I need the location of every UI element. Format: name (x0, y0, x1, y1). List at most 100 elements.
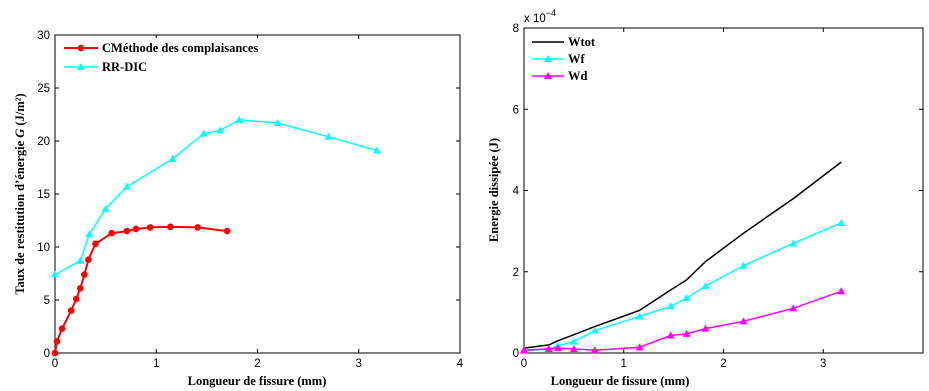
right-y-tick-label: 6 (513, 104, 519, 116)
left-series-1-point (67, 307, 75, 314)
left-series-2-point (324, 132, 333, 140)
right-series-3-point (569, 344, 578, 352)
left-series-1-point (85, 256, 92, 264)
right-series-2-point (590, 326, 599, 334)
left-y-tick-label: 15 (37, 189, 50, 201)
left-y-label-unit: (J/m²) (13, 93, 27, 128)
right-x-tick-label: 2 (720, 358, 726, 370)
left-y-tick-label: 0 (44, 348, 50, 360)
right-x-tick-label: 3 (820, 358, 826, 370)
right-series-2-point (635, 312, 644, 320)
right-series (520, 161, 846, 354)
left-series-line-2 (54, 119, 378, 276)
right-legend-marker-3 (544, 72, 552, 79)
right-series-2-point (682, 294, 691, 302)
right-series-2-point (569, 337, 578, 345)
right-series-line-1 (523, 161, 842, 349)
left-y-tick-label: 30 (37, 30, 50, 42)
left-series-2-point (235, 115, 244, 123)
left-series-1-point (81, 271, 88, 278)
left-series-2-point (216, 126, 225, 134)
left-legend-marker-1 (77, 44, 85, 52)
chart-left: 0 1 2 3 4 0 5 10 15 20 25 30 CMéthode des complaisa… (13, 30, 464, 388)
left-x-tick-label: 0 (52, 358, 58, 370)
right-legend-marker-2 (544, 55, 552, 62)
left-series-1-point (77, 285, 84, 292)
left-x-tick-label: 1 (153, 358, 159, 370)
right-series-3-point (520, 346, 528, 354)
left-series-line-1 (54, 225, 228, 354)
right-y-tick-label: 8 (513, 23, 519, 35)
left-series-1-point (132, 225, 140, 233)
left-legend-label-1: CMéthode des complaisances (102, 41, 258, 55)
right-series-3-point (701, 324, 710, 332)
left-plot-frame (54, 34, 461, 354)
left-y-tick-label: 10 (37, 242, 50, 254)
right-legend-label-1: Wtot (568, 35, 596, 49)
left-y-tick-label: 25 (37, 83, 50, 95)
right-x-tick-label: 0 (521, 358, 527, 370)
left-series-1-point (123, 227, 131, 235)
left-series-1-point (194, 224, 202, 231)
left-series-1-point (108, 229, 115, 237)
right-series-3-point (837, 287, 846, 295)
left-series-2-point (199, 129, 208, 137)
left-y-label-symbol: G (13, 129, 27, 138)
right-series-3-point (682, 329, 691, 337)
right-series-2-point (701, 281, 710, 289)
left-legend-label-2: RR-DIC (102, 60, 147, 74)
right-x-tick-label: 1 (621, 358, 627, 370)
left-x-axis-label: Longueur de fissure (mm) (188, 374, 327, 388)
left-x-tick-label: 2 (254, 358, 260, 370)
left-x-tick-label: 4 (457, 358, 464, 370)
right-series-3-point (590, 346, 599, 354)
right-series-3-point (544, 344, 553, 352)
left-x-tick-label: 3 (356, 358, 362, 370)
left-series-2-point (372, 146, 381, 154)
left-series-1-point (223, 227, 231, 235)
left-series-1-point (51, 349, 59, 357)
left-y-label-prefix: Taux de restitution d’énergie (13, 138, 27, 295)
right-series-3-point (666, 331, 675, 339)
right-series-3-point (553, 344, 562, 352)
right-legend-label-3: Wd (568, 69, 588, 83)
right-series-3-point (739, 317, 748, 325)
chart-right: 0 1 2 3 0 2 4 6 8 x 10−4 Wtot Wf Wd Longueur de … (487, 8, 924, 388)
right-legend: Wtot Wf Wd (528, 31, 618, 85)
left-y-tick-label: 5 (44, 295, 50, 307)
right-multiplier-exponent: −4 (546, 8, 556, 18)
left-series-2-point (168, 155, 177, 163)
right-series-3-point (635, 343, 644, 351)
left-series-1-point (53, 338, 61, 345)
left-series-2-point (51, 270, 59, 278)
right-series-2-point (666, 302, 675, 310)
left-series-2-point (85, 230, 94, 238)
left-series-2-point (101, 204, 110, 212)
left-legend-box (58, 38, 303, 78)
right-y-tick-label: 2 (513, 267, 519, 279)
right-series-2-point (789, 239, 798, 247)
left-y-axis-label: Taux de restitution d’énergie G (J/m²) (13, 93, 27, 294)
left-series-2-point (122, 182, 131, 190)
right-x-axis-label: Longueur de fissure (mm) (551, 374, 690, 388)
left-legend-marker-2 (77, 63, 85, 70)
right-series-2-point (837, 219, 846, 226)
left-series-1-point (92, 240, 99, 248)
left-series-1-point (146, 224, 154, 231)
left-series (51, 115, 381, 357)
right-y-tick-label: 0 (513, 348, 519, 360)
right-series-2-point (739, 261, 748, 269)
right-multiplier: x 10−4 (524, 8, 556, 25)
right-ticks: 0 1 2 3 0 2 4 6 8 (513, 23, 923, 370)
left-series-1-point (72, 295, 80, 303)
left-y-tick-label: 20 (37, 136, 50, 148)
left-series-1-point (167, 223, 174, 231)
left-ticks: 0 1 2 3 4 0 5 10 15 20 25 30 (37, 30, 464, 370)
left-series-2-point (273, 118, 282, 126)
left-legend: CMéthode des complaisances RR-DIC (58, 38, 303, 78)
right-y-tick-label: 4 (513, 186, 520, 198)
right-multiplier-base: x 10 (524, 13, 546, 25)
left-series-1-point (58, 325, 66, 332)
right-y-axis-label: Energie dissipée (J) (487, 138, 501, 242)
